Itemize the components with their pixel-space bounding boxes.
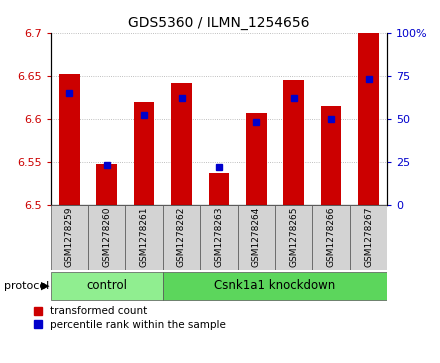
Text: GSM1278260: GSM1278260 [102,206,111,267]
Text: GSM1278264: GSM1278264 [252,206,261,267]
FancyBboxPatch shape [88,205,125,270]
Bar [321,106,341,205]
Text: GSM1278259: GSM1278259 [65,206,74,267]
FancyBboxPatch shape [350,205,387,270]
Text: GSM1278263: GSM1278263 [214,206,224,267]
Bar [96,164,117,205]
Text: protocol: protocol [4,281,50,291]
FancyBboxPatch shape [51,205,88,270]
Bar [134,102,154,205]
Text: GSM1278262: GSM1278262 [177,206,186,267]
FancyBboxPatch shape [163,272,387,300]
Bar [209,173,229,205]
Bar [358,33,379,205]
Text: GSM1278265: GSM1278265 [289,206,298,267]
Text: control: control [86,280,127,292]
FancyBboxPatch shape [200,205,238,270]
FancyBboxPatch shape [312,205,350,270]
Bar [171,83,192,205]
FancyBboxPatch shape [125,205,163,270]
FancyBboxPatch shape [275,205,312,270]
Bar [59,74,80,205]
Title: GDS5360 / ILMN_1254656: GDS5360 / ILMN_1254656 [128,16,310,30]
Text: ▶: ▶ [40,281,49,291]
Bar [283,80,304,205]
Text: Csnk1a1 knockdown: Csnk1a1 knockdown [214,280,336,292]
Legend: transformed count, percentile rank within the sample: transformed count, percentile rank withi… [34,306,226,330]
Text: GSM1278266: GSM1278266 [326,206,336,267]
FancyBboxPatch shape [163,205,200,270]
Text: GSM1278261: GSM1278261 [139,206,149,267]
FancyBboxPatch shape [51,272,163,300]
Text: GSM1278267: GSM1278267 [364,206,373,267]
Bar [246,113,267,205]
FancyBboxPatch shape [238,205,275,270]
